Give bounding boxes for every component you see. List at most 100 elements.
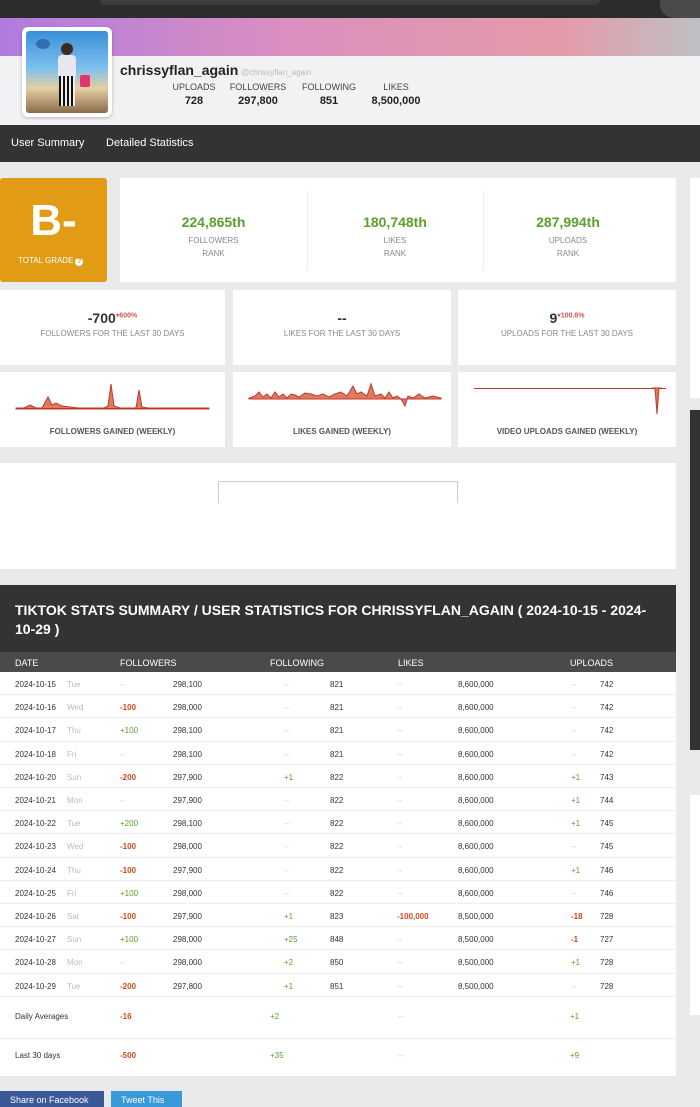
row-date: 2024-10-28 <box>15 958 56 968</box>
row-value-l: 8,600,000 <box>458 796 494 805</box>
table-row: 2024-10-15 Tue -- 298,100 -- 821 -- 8,600,000 --… <box>0 672 676 696</box>
tweet-button[interactable]: Tweet This <box>111 1091 182 1107</box>
row-value-l: 8,600,000 <box>458 842 494 852</box>
table-row: 2024-10-20 Sun -200 297,900 +1 822 -- 8,600,000… <box>0 765 676 788</box>
row-delta-ld: -- <box>397 796 403 805</box>
row-value-f: 298,000 <box>173 958 202 968</box>
followers-weekly-sparkline[interactable]: FOLLOWERS GAINED (WEEKLY) <box>0 372 225 447</box>
row-delta-fd: -100 <box>120 865 137 875</box>
change-badge: ▾600% <box>115 312 138 320</box>
row-value-f: 297,800 <box>173 981 202 991</box>
row-value-g: 821 <box>330 680 344 689</box>
row-delta-ud: -- <box>571 888 577 898</box>
profile-stat-uploads: UPLOADS 728 <box>172 82 216 107</box>
row-delta-ud: -18 <box>571 912 583 921</box>
row-delta-ud: -- <box>571 842 577 852</box>
corner-shape <box>660 0 700 18</box>
row-delta-ud: -- <box>571 703 577 713</box>
user-handle: @chrissyflan_again <box>241 68 312 77</box>
row-date: 2024-10-26 <box>15 912 56 921</box>
rank-divider <box>307 190 308 270</box>
table-row: 2024-10-18 Fri -- 298,100 -- 821 -- 8,600,000 --… <box>0 742 676 765</box>
row-delta-ud: -- <box>571 981 577 991</box>
row-value-g: 821 <box>330 703 344 713</box>
row-value-u: 742 <box>600 703 614 713</box>
row-delta-ld: -- <box>397 935 403 945</box>
row-value-f: 298,000 <box>173 935 202 945</box>
row-value-l: 8,600,000 <box>458 749 494 759</box>
row-date: 2024-10-20 <box>15 772 56 782</box>
row-value-f: 298,100 <box>173 680 202 689</box>
share-facebook-button[interactable]: Share on Facebook <box>0 1091 104 1107</box>
tab-user-summary[interactable]: User Summary <box>11 137 85 149</box>
row-date: 2024-10-29 <box>15 981 56 991</box>
ad-placeholder <box>0 463 676 569</box>
row-weekday: Tue <box>67 981 81 991</box>
nav-bar: User Summary Detailed Statistics <box>0 125 700 162</box>
row-date: 2024-10-17 <box>15 726 56 736</box>
row-value-u: 742 <box>600 726 614 736</box>
row-delta-gd: -- <box>284 865 290 875</box>
profile-header: chrissyflan_again @chrissyflan_again ♡ UP… <box>0 18 700 125</box>
row-date: 2024-10-15 <box>15 680 56 689</box>
col-likes: LIKES <box>398 658 424 668</box>
table-row: 2024-10-21 Mon -- 297,900 -- 822 -- 8,600,000 +1… <box>0 788 676 812</box>
followers-30-days: -700▾600% FOLLOWERS FOR THE LAST 30 DAYS <box>0 290 225 365</box>
row-value-f: 298,000 <box>173 888 202 898</box>
row-delta-ld: -- <box>397 842 403 852</box>
row-value-l: 8,600,000 <box>458 726 494 736</box>
row-delta-ud: -1 <box>571 935 579 945</box>
table-row: 2024-10-25 Fri +100 298,000 -- 822 -- 8,600,000… <box>0 881 676 904</box>
status-bar <box>0 0 700 18</box>
row-delta-ud: +1 <box>571 865 581 875</box>
avatar-person <box>56 43 78 109</box>
row-delta-fd: +100 <box>120 726 139 736</box>
row-value-g: 822 <box>330 819 344 829</box>
row-value-l: 8,600,000 <box>458 888 494 898</box>
table-title-bar: TIKTOK STATS SUMMARY / USER STATISTICS F… <box>0 585 676 652</box>
row-value-f: 297,900 <box>173 865 202 875</box>
row-delta-gd: -- <box>284 796 290 805</box>
grade-value: B- <box>30 196 77 245</box>
help-icon[interactable]: ? <box>75 258 84 266</box>
row-value-u: 746 <box>600 888 614 898</box>
avatar-bag <box>80 75 90 87</box>
heart-icon[interactable]: ♡ <box>126 88 144 110</box>
likes-weekly-sparkline[interactable]: LIKES GAINED (WEEKLY) <box>233 372 451 447</box>
uploads-weekly-sparkline[interactable]: VIDEO UPLOADS GAINED (WEEKLY) <box>458 372 676 447</box>
row-weekday: Fri <box>67 749 77 759</box>
table-row: 2024-10-26 Sat -100 297,900 +1 823 -100,000 8,5… <box>0 904 676 928</box>
row-delta-gd: +1 <box>284 772 294 782</box>
daily-averages-row: Daily Averages -16 +2 -- +1 <box>0 1000 676 1039</box>
avatar-photo <box>26 31 108 113</box>
row-value-l: 8,600,000 <box>458 865 494 875</box>
followers-rank: 224,865th FOLLOWERS RANK <box>181 214 246 258</box>
row-value-g: 822 <box>330 865 344 875</box>
side-card <box>690 178 700 398</box>
row-delta-ud: +1 <box>571 958 581 968</box>
row-value-g: 822 <box>330 888 344 898</box>
table-row: 2024-10-28 Mon -- 298,000 +2 850 -- 8,500,000 +1… <box>0 950 676 974</box>
row-value-l: 8,600,000 <box>458 703 494 713</box>
row-delta-gd: -- <box>284 749 290 759</box>
row-delta-fd: -200 <box>120 772 137 782</box>
row-date: 2024-10-23 <box>15 842 56 852</box>
address-pill <box>100 0 600 5</box>
row-weekday: Wed <box>67 703 84 713</box>
row-delta-ld: -100,000 <box>397 912 429 921</box>
col-uploads: UPLOADS <box>570 658 614 668</box>
row-value-g: 822 <box>330 772 344 782</box>
tab-detailed-statistics[interactable]: Detailed Statistics <box>106 137 194 149</box>
row-value-l: 8,500,000 <box>458 912 494 921</box>
uploads-spark-svg <box>474 387 666 415</box>
table-row: 2024-10-16 Wed -100 298,000 -- 821 -- 8,600,000… <box>0 695 676 719</box>
row-value-g: 821 <box>330 749 344 759</box>
row-delta-fd: +100 <box>120 935 139 945</box>
table-row: 2024-10-22 Tue +200 298,100 -- 822 -- 8,600,000… <box>0 811 676 835</box>
row-delta-fd: -100 <box>120 703 137 713</box>
row-value-u: 745 <box>600 819 614 829</box>
row-delta-fd: +100 <box>120 888 139 898</box>
avatar[interactable] <box>22 27 112 117</box>
row-weekday: Tue <box>67 819 81 829</box>
likes-spark-svg <box>248 382 442 408</box>
